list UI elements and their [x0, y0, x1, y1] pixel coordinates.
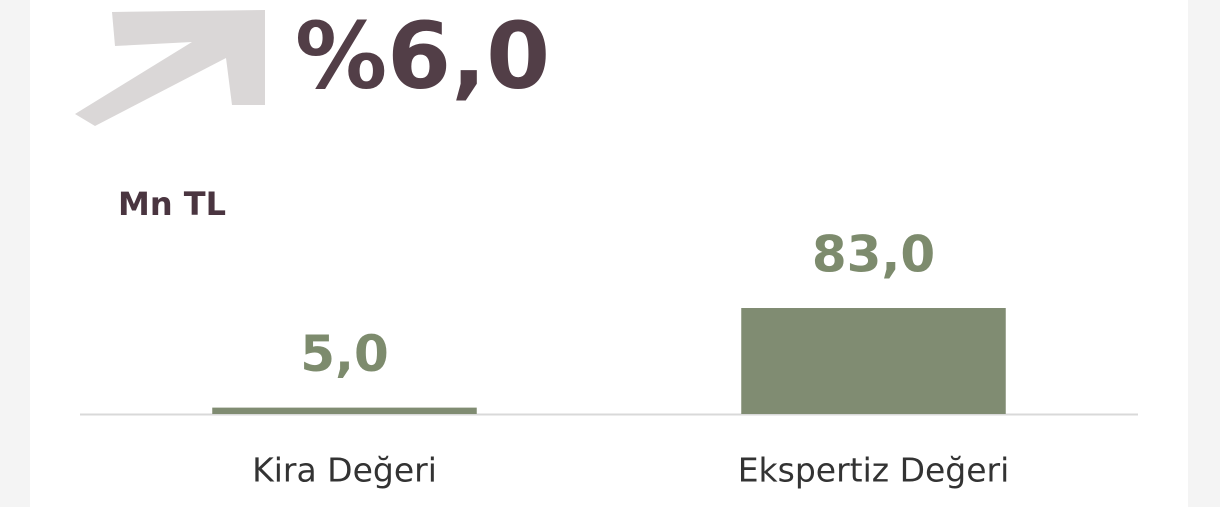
bar	[212, 407, 477, 414]
arrow-icon	[75, 10, 265, 126]
x-tick-label: Kira Değeri	[252, 451, 437, 490]
value-label: 83,0	[812, 226, 935, 284]
bar	[741, 308, 1006, 414]
panel	[30, 0, 1188, 507]
change-label: %6,0	[295, 2, 550, 109]
value-label: 5,0	[300, 325, 389, 383]
x-tick-label: Ekspertiz Değeri	[738, 451, 1010, 490]
unit-label: Mn TL	[118, 185, 226, 223]
